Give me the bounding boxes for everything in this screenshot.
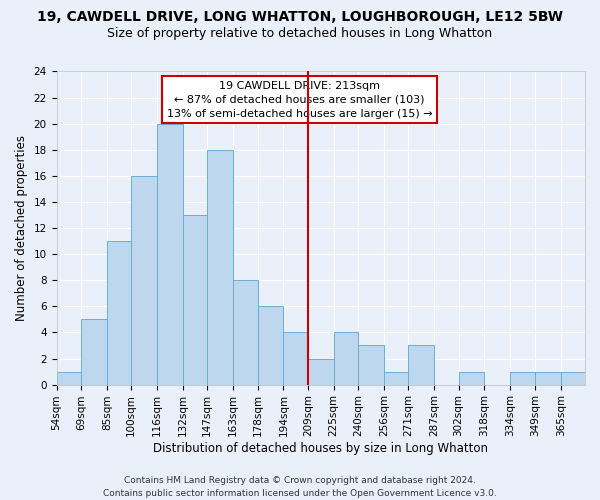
- Bar: [257, 306, 283, 384]
- Bar: [560, 372, 585, 384]
- Bar: [458, 372, 484, 384]
- Text: Size of property relative to detached houses in Long Whatton: Size of property relative to detached ho…: [107, 28, 493, 40]
- Bar: [81, 320, 107, 384]
- Bar: [409, 346, 434, 385]
- Bar: [308, 358, 334, 384]
- Bar: [334, 332, 358, 384]
- Bar: [56, 372, 81, 384]
- Bar: [207, 150, 233, 384]
- Y-axis label: Number of detached properties: Number of detached properties: [15, 135, 28, 321]
- Text: 19, CAWDELL DRIVE, LONG WHATTON, LOUGHBOROUGH, LE12 5BW: 19, CAWDELL DRIVE, LONG WHATTON, LOUGHBO…: [37, 10, 563, 24]
- Bar: [157, 124, 183, 384]
- Text: Contains HM Land Registry data © Crown copyright and database right 2024.
Contai: Contains HM Land Registry data © Crown c…: [103, 476, 497, 498]
- Bar: [107, 241, 131, 384]
- Text: 19 CAWDELL DRIVE: 213sqm
← 87% of detached houses are smaller (103)
13% of semi-: 19 CAWDELL DRIVE: 213sqm ← 87% of detach…: [167, 81, 433, 119]
- Bar: [233, 280, 257, 384]
- X-axis label: Distribution of detached houses by size in Long Whatton: Distribution of detached houses by size …: [153, 442, 488, 455]
- Bar: [535, 372, 560, 384]
- Bar: [511, 372, 535, 384]
- Bar: [384, 372, 409, 384]
- Bar: [283, 332, 308, 384]
- Bar: [131, 176, 157, 384]
- Bar: [358, 346, 384, 385]
- Bar: [183, 215, 207, 384]
